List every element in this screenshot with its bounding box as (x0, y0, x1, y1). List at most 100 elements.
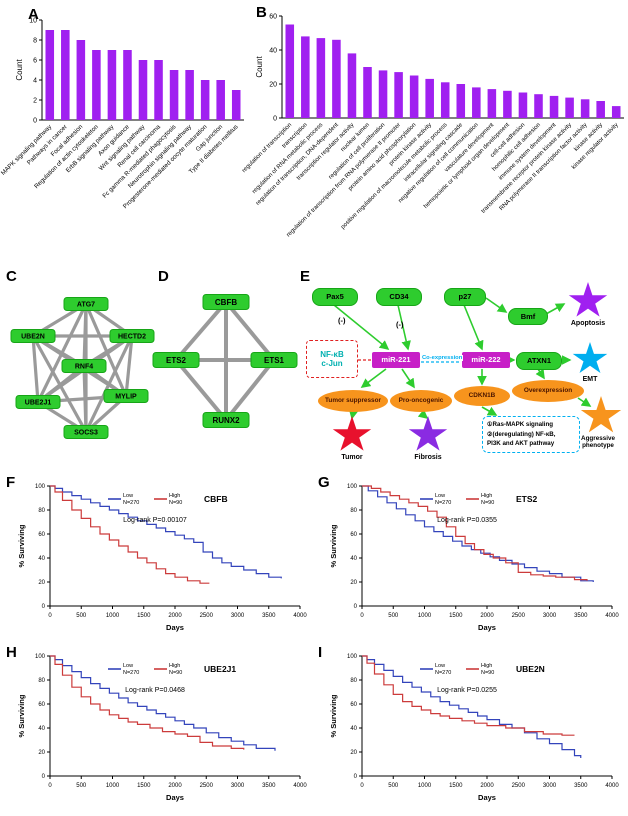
svg-text:0: 0 (360, 613, 364, 619)
svg-text:High: High (169, 663, 180, 669)
panel-label-h: H (6, 644, 17, 661)
svg-text:Log-rank P=0.0255: Log-rank P=0.0255 (437, 687, 497, 694)
svg-text:2500: 2500 (512, 783, 526, 789)
aggressive-phenotype-label: Aggressive phenotype (581, 435, 615, 449)
svg-text:4000: 4000 (293, 613, 307, 619)
svg-text:ATG7: ATG7 (77, 301, 95, 308)
svg-text:500: 500 (76, 613, 87, 619)
fibrosis-label: Fibrosis (414, 454, 442, 461)
svg-text:N=270: N=270 (435, 500, 451, 506)
svg-text:Days: Days (166, 793, 184, 802)
svg-text:MYLIP: MYLIP (115, 393, 137, 400)
svg-text:500: 500 (388, 783, 399, 789)
pathway-arrows (333, 297, 592, 420)
svg-text:0: 0 (48, 783, 52, 789)
emt-label: EMT (582, 376, 598, 383)
svg-text:UBE2N: UBE2N (516, 664, 545, 674)
svg-text:40: 40 (350, 726, 357, 732)
svg-text:N=90: N=90 (481, 670, 494, 676)
panel-label-a: A (28, 6, 39, 23)
svg-text:RNF4: RNF4 (75, 363, 93, 370)
svg-text:2000: 2000 (480, 613, 494, 619)
svg-text:2000: 2000 (168, 613, 182, 619)
svg-text:% Surviving: % Surviving (329, 694, 338, 737)
svg-text:6: 6 (33, 58, 37, 65)
svg-text:2500: 2500 (200, 783, 214, 789)
gene-node-p27: p27 (444, 288, 486, 306)
svg-text:1500: 1500 (449, 613, 463, 619)
svg-text:Log-rank P=0.0468: Log-rank P=0.0468 (125, 687, 185, 694)
pro-oncogenic-ellipse: Pro-oncogenic (390, 390, 452, 412)
svg-text:500: 500 (388, 613, 399, 619)
svg-text:Log-rank P=0.00107: Log-rank P=0.00107 (123, 517, 187, 524)
svg-text:3000: 3000 (231, 613, 245, 619)
svg-text:SOCS3: SOCS3 (74, 429, 98, 436)
svg-text:UBE2J1: UBE2J1 (204, 664, 236, 674)
svg-text:1000: 1000 (106, 613, 120, 619)
svg-text:2500: 2500 (512, 613, 526, 619)
svg-text:100: 100 (347, 654, 358, 660)
gene-node-cd34: CD34 (376, 288, 422, 306)
tumor-suppressor-ellipse: Tumor suppressor (318, 390, 388, 412)
svg-text:High: High (169, 493, 180, 499)
pathway-diagram: Pax5 CD34 p27 Bmf ATXN1 (-) (-) NF-κB c-… (298, 272, 628, 472)
svg-text:RUNX2: RUNX2 (212, 416, 240, 425)
svg-text:10: 10 (29, 18, 37, 25)
svg-text:% Surviving: % Surviving (329, 524, 338, 567)
svg-text:0: 0 (48, 613, 52, 619)
svg-text:1500: 1500 (137, 783, 151, 789)
overexpression-ellipse: Overexpression (512, 380, 584, 402)
svg-text:3000: 3000 (543, 783, 557, 789)
svg-text:40: 40 (350, 556, 357, 562)
svg-text:0: 0 (354, 774, 358, 780)
svg-text:Log-rank P=0.0355: Log-rank P=0.0355 (437, 517, 497, 524)
svg-text:HECTD2: HECTD2 (118, 333, 146, 340)
svg-text:20: 20 (350, 750, 357, 756)
svg-text:0: 0 (273, 116, 277, 123)
svg-text:20: 20 (38, 580, 45, 586)
svg-text:Low: Low (435, 663, 445, 669)
tumor-label: Tumor (341, 454, 363, 461)
cdkn1b-ellipse: CDKN1B (454, 386, 510, 406)
panel-label-b: B (256, 4, 267, 21)
svg-text:80: 80 (350, 678, 357, 684)
svg-text:60: 60 (38, 532, 45, 538)
svg-text:2000: 2000 (480, 783, 494, 789)
mir-221-node: miR-221 (372, 352, 420, 368)
svg-text:3500: 3500 (574, 783, 588, 789)
svg-text:N=270: N=270 (435, 670, 451, 676)
apoptosis-label: Apoptosis (570, 320, 606, 327)
svg-text:40: 40 (38, 556, 45, 562)
svg-text:100: 100 (347, 484, 358, 490)
svg-text:CBFB: CBFB (204, 494, 228, 504)
svg-text:1500: 1500 (137, 613, 151, 619)
svg-text:% Surviving: % Surviving (17, 694, 26, 737)
svg-text:20: 20 (38, 750, 45, 756)
inhibition-sign-pax5: (-) (338, 316, 346, 325)
signaling-pathways-box: ①Ras-MAPK signaling ②(deregulating) NF-κ… (482, 416, 580, 453)
svg-text:80: 80 (38, 508, 45, 514)
gene-node-bmf: Bmf (508, 308, 548, 325)
svg-text:40: 40 (269, 48, 277, 55)
svg-text:4: 4 (33, 78, 37, 85)
panel-label-g: G (318, 474, 330, 491)
panel-label-d: D (158, 268, 169, 285)
svg-text:Low: Low (123, 493, 133, 499)
svg-text:3500: 3500 (574, 613, 588, 619)
svg-text:4000: 4000 (293, 783, 307, 789)
svg-text:1000: 1000 (418, 613, 432, 619)
svg-text:UBE2N: UBE2N (21, 333, 45, 340)
svg-text:3000: 3000 (231, 783, 245, 789)
svg-text:CBFB: CBFB (215, 298, 237, 307)
svg-text:High: High (481, 493, 492, 499)
inhibition-sign-cd34: (-) (396, 320, 404, 329)
mir-222-node: miR-222 (462, 352, 510, 368)
svg-text:Days: Days (166, 623, 184, 632)
panel-c-ppi-network: ATG7 UBE2N HECTD2 RNF4 MYLIP UBE2J1 SOCS3 (10, 297, 155, 439)
coexpression-label: Co-expression (421, 355, 464, 361)
svg-text:1000: 1000 (106, 783, 120, 789)
svg-text:ETS2: ETS2 (166, 356, 187, 365)
